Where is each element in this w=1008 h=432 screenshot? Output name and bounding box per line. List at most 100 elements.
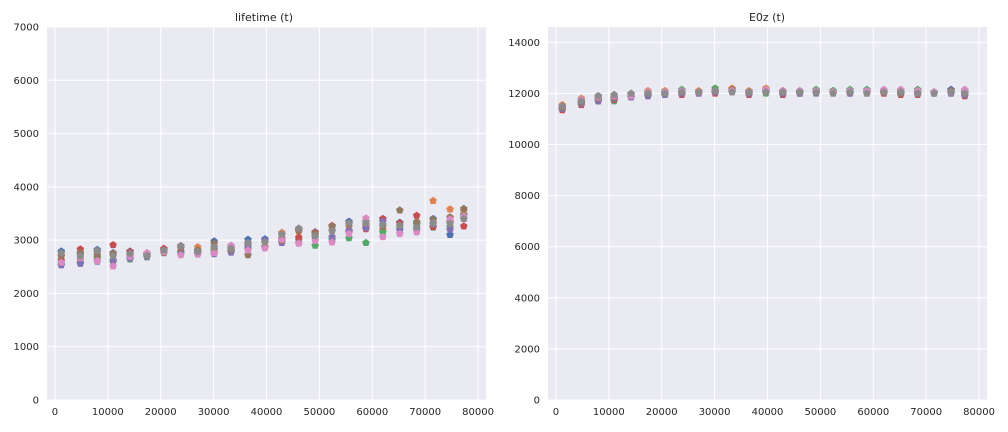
data-point [328, 232, 336, 241]
data-point [76, 252, 85, 260]
points-lifetime [57, 196, 468, 270]
data-point [395, 229, 404, 237]
data-point [160, 246, 168, 254]
data-point [261, 244, 269, 252]
data-point [627, 89, 635, 97]
data-point [362, 219, 370, 227]
data-point [177, 251, 185, 259]
data-point [829, 89, 837, 97]
y-tick-label: 5000 [14, 129, 39, 140]
data-point [880, 88, 888, 96]
data-point [459, 204, 468, 212]
data-point [227, 244, 235, 252]
data-point [177, 242, 185, 250]
y-tick-label: 0 [33, 396, 39, 407]
data-point [126, 249, 134, 257]
x-tick-label: 50000 [303, 407, 335, 418]
data-point [294, 233, 303, 241]
y-tick-labels-lifetime: 0 1000 2000 3000 4000 5000 6000 7000 [14, 23, 39, 407]
data-point [896, 88, 905, 96]
y-tick-label: 8000 [515, 191, 540, 202]
x-tick-label: 70000 [409, 407, 441, 418]
y-tick-label: 3000 [14, 236, 39, 247]
data-point [446, 219, 454, 227]
y-tick-label: 4000 [515, 293, 540, 304]
data-point [76, 259, 85, 267]
x-tick-label: 70000 [910, 407, 942, 418]
data-point [210, 248, 218, 257]
data-point [913, 89, 922, 97]
data-point [446, 205, 454, 213]
data-point [446, 215, 454, 223]
data-point [210, 243, 218, 251]
data-point [261, 238, 269, 246]
y-tick-label: 14000 [508, 38, 540, 49]
x-tick-label: 50000 [804, 407, 836, 418]
data-point [930, 89, 938, 97]
data-point [379, 220, 387, 228]
data-point [395, 206, 404, 214]
chart-lifetime: lifetime (t) 0 10000 20000 30000 40000 50000 6… [14, 11, 494, 418]
data-point [109, 240, 117, 249]
data-point [362, 238, 370, 247]
y-tick-label: 2000 [14, 289, 39, 300]
x-tick-label: 40000 [752, 407, 784, 418]
data-point [294, 224, 303, 232]
data-point [109, 252, 117, 260]
data-point [429, 219, 437, 227]
data-point [429, 196, 437, 204]
y-tick-label: 10000 [508, 140, 540, 151]
x-tick-label: 80000 [462, 407, 494, 418]
x-tick-label: 60000 [356, 407, 388, 418]
data-point [143, 251, 151, 259]
data-point [762, 88, 770, 96]
data-point [278, 230, 286, 238]
data-point [459, 222, 468, 230]
y-tick-label: 6000 [515, 242, 540, 253]
x-tick-label: 0 [52, 407, 58, 418]
points-e0z [558, 84, 969, 114]
data-point [947, 88, 955, 96]
x-tick-label: 80000 [963, 407, 995, 418]
data-point [577, 97, 586, 105]
data-point [846, 88, 854, 96]
data-point [345, 219, 353, 227]
data-point [93, 256, 102, 265]
data-point [395, 221, 404, 229]
grid-e0z [548, 27, 987, 401]
data-point [412, 223, 421, 231]
y-tick-labels-e0z: 0 2000 4000 6000 8000 10000 12000 14000 [508, 38, 540, 407]
data-point [795, 88, 804, 96]
data-point [446, 225, 454, 233]
data-point [328, 227, 336, 235]
x-tick-label: 30000 [198, 407, 230, 418]
y-tick-label: 4000 [14, 182, 39, 193]
data-point [779, 88, 787, 96]
chart-title-e0z: E0z (t) [749, 11, 785, 24]
data-point [678, 88, 686, 96]
data-point [863, 89, 871, 97]
data-point [960, 89, 969, 97]
x-tick-label: 10000 [92, 407, 124, 418]
y-tick-label: 12000 [508, 89, 540, 100]
data-point [694, 88, 703, 96]
data-point [558, 102, 567, 110]
x-tick-label: 0 [553, 407, 559, 418]
data-point [328, 238, 336, 246]
data-point [328, 222, 336, 230]
data-point [57, 258, 66, 266]
data-point [362, 214, 370, 222]
data-point [711, 86, 719, 95]
data-point [412, 211, 421, 219]
data-point [610, 90, 618, 98]
x-tick-labels-lifetime: 0 10000 20000 30000 40000 50000 60000 70000 8000… [52, 407, 494, 418]
y-tick-label: 0 [534, 396, 540, 407]
data-point [345, 229, 353, 237]
data-point [459, 214, 468, 223]
data-point [812, 88, 820, 96]
x-tick-label: 10000 [593, 407, 625, 418]
data-point [661, 89, 669, 97]
grid-lifetime [47, 26, 486, 401]
chart-e0z: E0z (t) 0 10000 20000 30000 40000 50000 60000 7… [508, 11, 995, 418]
